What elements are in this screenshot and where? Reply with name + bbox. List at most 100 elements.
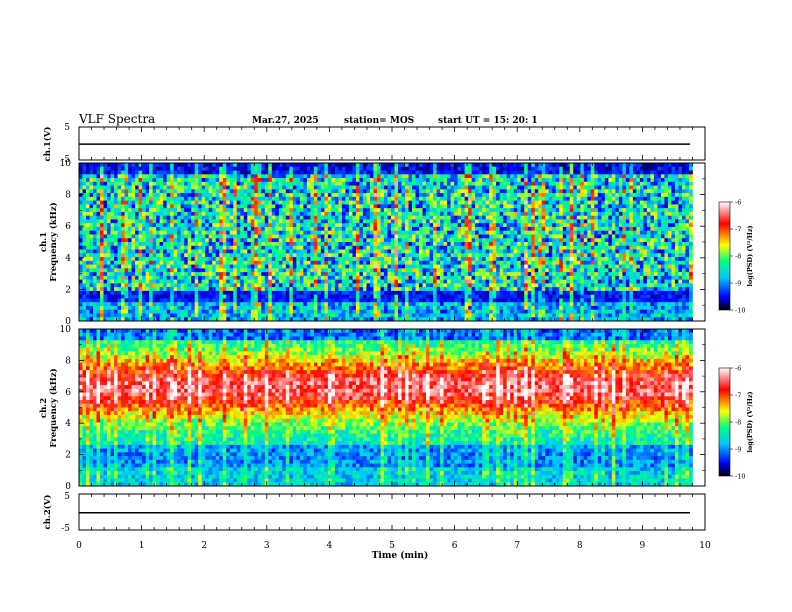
- spectrogram-cell: [103, 268, 108, 273]
- spectrogram-cell: [93, 268, 97, 273]
- spectrogram-cell: [156, 317, 160, 322]
- spectrogram-cell: [257, 181, 262, 186]
- spectrogram-cell: [380, 223, 385, 228]
- spectrogram-cell: [156, 257, 160, 262]
- spectrogram-cell: [478, 309, 483, 314]
- spectrogram-cell: [355, 215, 360, 220]
- spectrogram-cell: [229, 264, 234, 269]
- spectrogram-cell: [359, 208, 364, 213]
- spectrogram-cell: [313, 208, 318, 213]
- spectrogram-cell: [278, 166, 283, 171]
- spectrogram-cell: [100, 309, 104, 314]
- spectrogram-cell: [443, 309, 448, 314]
- spectrogram-cell: [359, 211, 364, 217]
- spectrogram-cell: [440, 219, 444, 224]
- spectrogram-cell: [240, 163, 245, 168]
- spectrogram-cell: [222, 166, 227, 171]
- spectrogram-cell: [461, 290, 465, 296]
- spectrogram-cell: [461, 260, 465, 265]
- spectrogram-cell: [401, 268, 406, 273]
- spectrogram-cell: [341, 226, 346, 232]
- spectrogram-cell: [422, 275, 427, 280]
- spectrogram-cell: [478, 260, 483, 265]
- spectrogram-cell: [149, 215, 153, 220]
- spectrogram-cell: [247, 290, 252, 296]
- spectrogram-cell: [292, 215, 297, 220]
- spectrogram-cell: [86, 309, 90, 314]
- spectrogram-cell: [380, 174, 385, 179]
- spectrogram-cell: [327, 208, 332, 213]
- spectrogram-cell: [201, 189, 206, 194]
- spectrogram-cell: [187, 208, 192, 213]
- spectrogram-cell: [107, 166, 111, 171]
- spectrogram-cell: [464, 185, 469, 190]
- spectrogram-cell: [96, 166, 101, 171]
- spectrogram-cell: [398, 245, 402, 250]
- spectrogram-cell: [152, 287, 157, 292]
- spectrogram-cell: [331, 226, 336, 232]
- spectrogram-cell: [117, 196, 122, 201]
- spectrogram-cell: [440, 234, 444, 239]
- spectrogram-cell: [303, 219, 308, 224]
- spectrogram-cell: [320, 298, 325, 303]
- spectrogram-cell: [131, 226, 136, 232]
- spectrogram-cell: [271, 189, 276, 194]
- spectrogram-cell: [212, 204, 217, 209]
- spectrogram-cell: [299, 249, 304, 254]
- spectrogram-cell: [398, 257, 402, 262]
- spectrogram-cell: [264, 309, 269, 314]
- spectrogram-cell: [173, 275, 178, 280]
- spectrogram-cell: [261, 223, 266, 228]
- spectrogram-cell: [233, 189, 238, 194]
- spectrogram-cell: [369, 283, 374, 288]
- spectrogram-cell: [317, 305, 322, 311]
- spectrogram-cell: [233, 268, 238, 273]
- spectrogram-cell: [391, 200, 395, 205]
- spectrogram-cell: [373, 211, 378, 217]
- spectrogram-cell: [440, 193, 444, 198]
- spectrogram-cell: [433, 226, 437, 232]
- spectrogram-cell: [194, 196, 199, 201]
- spectrogram-cell: [117, 279, 122, 284]
- spectrogram-cell: [194, 317, 199, 322]
- spectrogram-cell: [163, 196, 167, 201]
- spectrogram-cell: [391, 253, 395, 258]
- spectrogram-cell: [247, 181, 252, 186]
- spectrogram-cell: [285, 245, 290, 250]
- spectrogram-cell: [369, 238, 374, 243]
- spectrogram-cell: [124, 317, 129, 322]
- spectrogram-cell: [306, 196, 311, 201]
- spectrogram-cell: [412, 298, 416, 303]
- spectrogram-cell: [376, 279, 381, 284]
- spectrogram-cell: [457, 257, 462, 262]
- spectrogram-cell: [226, 313, 231, 318]
- spectrogram-cell: [145, 294, 150, 299]
- spectrogram-cell: [443, 163, 448, 168]
- spectrogram-cell: [394, 174, 399, 179]
- spectrogram-cell: [173, 290, 178, 296]
- spectrogram-cell: [166, 163, 171, 168]
- spectrogram-cell: [338, 174, 343, 179]
- spectrogram-cell: [468, 317, 472, 322]
- spectrogram-cell: [303, 181, 308, 186]
- spectrogram-cell: [366, 178, 371, 183]
- spectrogram-cell: [415, 294, 420, 299]
- spectrogram-cell: [177, 170, 182, 175]
- spectrogram-cell: [376, 287, 381, 292]
- spectrogram-cell: [96, 294, 101, 299]
- spectrogram-cell: [117, 275, 122, 280]
- spectrogram-cell: [376, 317, 381, 322]
- spectrogram-cell: [478, 185, 483, 190]
- spectrogram-cell: [331, 185, 336, 190]
- spectrogram-cell: [135, 234, 139, 239]
- spectrogram-cell: [86, 294, 90, 299]
- spectrogram-cell: [324, 211, 329, 217]
- spectrogram-cell: [464, 223, 469, 228]
- spectrogram-cell: [289, 309, 294, 314]
- spectrogram-cell: [275, 290, 280, 296]
- spectrogram-cell: [478, 174, 483, 179]
- spectrogram-cell: [457, 219, 462, 224]
- spectrogram-cell: [475, 226, 479, 232]
- spectrogram-cell: [331, 230, 336, 235]
- spectrogram-cell: [401, 208, 406, 213]
